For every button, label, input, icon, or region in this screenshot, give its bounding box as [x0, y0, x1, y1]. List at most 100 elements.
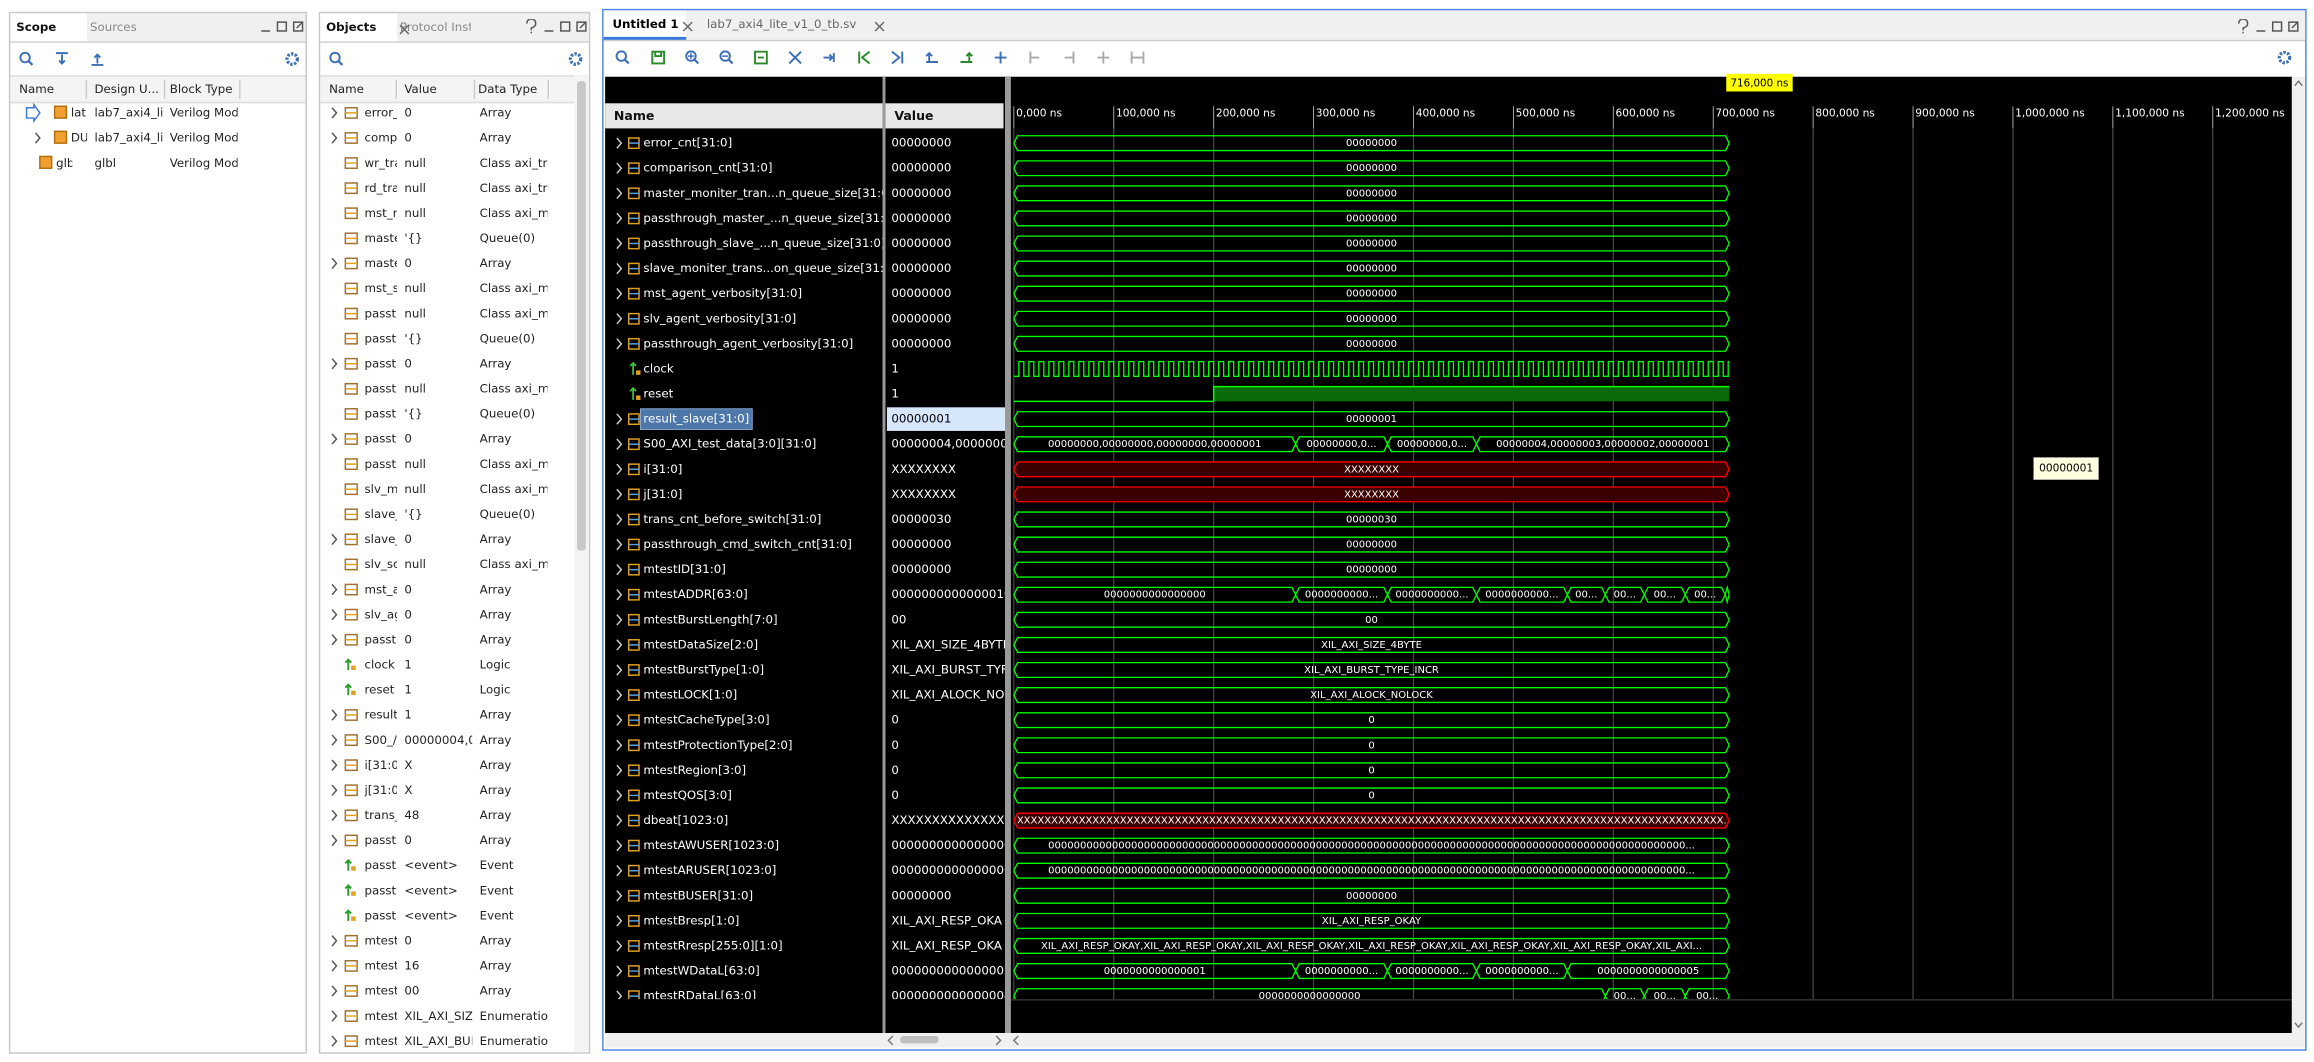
table-row[interactable]: passtl 0 Array — [320, 426, 574, 451]
expander[interactable] — [331, 533, 338, 546]
table-row[interactable]: clock 1 Logic — [320, 652, 574, 677]
table-row[interactable]: i[31:0] X Array — [320, 753, 574, 778]
help-icon[interactable] — [2238, 19, 2249, 34]
expander[interactable] — [331, 132, 338, 144]
signal-name[interactable]: mtestWDataL[63:0] — [643, 964, 759, 978]
table-row[interactable]: DU lab7_axi4_li Verilog Modu — [10, 125, 290, 150]
signal-name[interactable]: mtestARUSER[1023:0] — [643, 863, 776, 877]
expander[interactable] — [616, 137, 623, 149]
table-row[interactable]: slv_ag 0 Array — [320, 602, 574, 627]
signal-name[interactable]: mtestRresp[255:0][1:0] — [643, 938, 782, 952]
expander[interactable] — [331, 834, 338, 847]
signal-name[interactable]: mtestLOCK[1:0] — [643, 688, 737, 702]
scroll-thumb[interactable] — [577, 81, 586, 551]
expander[interactable] — [616, 338, 623, 350]
column-header[interactable]: Name — [329, 82, 364, 96]
table-row[interactable]: reset 1 Logic — [320, 677, 574, 702]
expander[interactable] — [331, 935, 338, 947]
expander[interactable] — [616, 689, 623, 701]
signal-name[interactable]: error_cnt[31:0] — [643, 136, 732, 150]
table-row[interactable]: mtestl XIL_AXI_SIZ Enumeration — [320, 1004, 574, 1029]
expander[interactable] — [616, 789, 623, 802]
table-row[interactable]: error_ 0 Array — [320, 100, 574, 125]
settings-icon[interactable] — [2277, 50, 2292, 65]
table-row[interactable]: mst_s null Class axi_m — [320, 276, 574, 301]
signal-name[interactable]: passthrough_agent_verbosity[31:0] — [643, 336, 853, 350]
float-icon[interactable] — [576, 21, 587, 32]
table-row[interactable]: glbl glbl Verilog Modu — [10, 151, 290, 176]
table-row[interactable]: passtl null Class axi_m — [320, 376, 574, 401]
tool-icon[interactable] — [56, 52, 68, 65]
maximize-icon[interactable] — [2271, 21, 2283, 32]
table-row[interactable]: passtl null Class axi_m — [320, 301, 574, 326]
tool-icon[interactable] — [891, 50, 904, 65]
expander[interactable] — [616, 714, 623, 726]
scroll-arrow[interactable] — [887, 1035, 1019, 1046]
signal-name[interactable]: mtestADDR[63:0] — [643, 587, 747, 601]
expander[interactable] — [616, 965, 623, 977]
table-row[interactable]: passtl 0 Array — [320, 627, 574, 652]
table-row[interactable]: maste '{} Queue(0) — [320, 226, 574, 251]
expander[interactable] — [331, 433, 338, 445]
expander[interactable] — [616, 488, 623, 501]
expander[interactable] — [616, 990, 623, 1001]
expander[interactable] — [616, 814, 623, 827]
expander[interactable] — [331, 709, 338, 721]
tab[interactable]: lab7_axi4_lite_v1_0_tb.sv — [706, 17, 857, 31]
signal-name[interactable]: mtestBurstLength[7:0] — [643, 612, 777, 626]
table-row[interactable]: wr_tra null Class axi_tr — [320, 151, 574, 176]
signal-name[interactable]: mtestID[31:0] — [643, 562, 725, 576]
table-row[interactable]: maste 0 Array — [320, 251, 574, 276]
table-row[interactable]: lat lab7_axi4_li Verilog Modu — [10, 100, 290, 125]
expander[interactable] — [331, 583, 338, 596]
search-icon[interactable] — [685, 50, 697, 62]
expander[interactable] — [616, 513, 623, 526]
signal-name[interactable]: mtestBresp[1:0] — [643, 913, 739, 927]
expander[interactable] — [331, 107, 338, 119]
maximize-icon[interactable] — [560, 21, 571, 32]
table-row[interactable]: passtl '{} Queue(0) — [320, 401, 574, 426]
signal-name[interactable]: clock — [643, 361, 673, 375]
tool-icon[interactable] — [788, 50, 802, 65]
expander[interactable] — [616, 413, 623, 425]
table-row[interactable]: result 1 Array — [320, 702, 574, 727]
float-icon[interactable] — [2288, 21, 2299, 32]
expander[interactable] — [331, 609, 338, 621]
table-row[interactable]: trans_ 48 Array — [320, 803, 574, 828]
tool-icon[interactable] — [651, 50, 666, 65]
expander[interactable] — [331, 1035, 338, 1047]
signal-name[interactable]: mtestCacheType[3:0] — [643, 713, 769, 727]
float-icon[interactable] — [292, 21, 304, 32]
expander[interactable] — [616, 538, 623, 551]
signal-name[interactable]: passthrough_slave_...n_queue_size[31:0] — [643, 236, 885, 250]
tool-icon[interactable] — [1097, 51, 1110, 64]
table-row[interactable]: mtestl 00 Array — [320, 978, 574, 1003]
expander[interactable] — [616, 564, 623, 576]
table-row[interactable]: slave_ 0 Array — [320, 527, 574, 552]
expander[interactable] — [616, 187, 623, 199]
column-header[interactable]: Name — [19, 82, 55, 96]
signal-name[interactable]: passthrough_cmd_switch_cnt[31:0] — [643, 537, 851, 551]
expander[interactable] — [331, 784, 338, 796]
tool-icon[interactable] — [925, 51, 938, 63]
expander[interactable] — [331, 358, 338, 370]
expander[interactable] — [331, 1010, 338, 1022]
expander[interactable] — [616, 237, 623, 250]
settings-icon[interactable] — [285, 52, 299, 66]
table-row[interactable]: comp: 0 Array — [320, 125, 574, 150]
column-header[interactable]: Name — [614, 108, 655, 123]
table-row[interactable]: mtest 16 Array — [320, 953, 574, 978]
table-row[interactable]: mst_a 0 Array — [320, 577, 574, 602]
expander[interactable] — [616, 940, 623, 952]
expander[interactable] — [616, 639, 623, 651]
column-header[interactable]: Value — [894, 108, 933, 123]
search-icon[interactable] — [615, 50, 627, 62]
tool-icon[interactable] — [1064, 51, 1075, 64]
table-row[interactable]: passtl <event> Event — [320, 903, 574, 928]
expander[interactable] — [331, 257, 338, 270]
table-row[interactable]: passtl <event> Event — [320, 878, 574, 903]
signal-name[interactable]: S00_AXI_test_data[3:0][31:0] — [643, 437, 816, 451]
expander[interactable] — [616, 865, 623, 877]
expander[interactable] — [331, 985, 338, 997]
tab[interactable]: Scope — [10, 13, 88, 42]
